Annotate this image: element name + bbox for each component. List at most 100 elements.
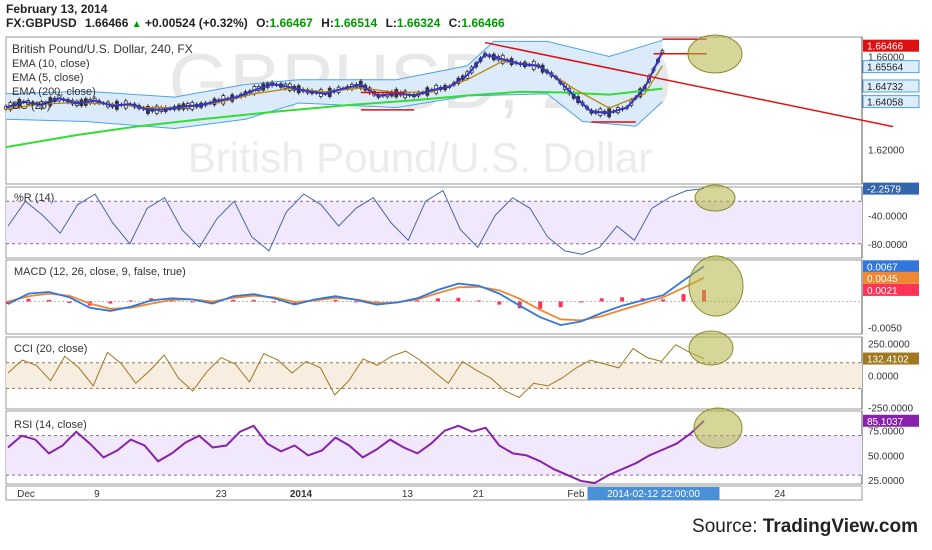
trendline-0 bbox=[484, 41, 894, 128]
close-value: 1.66466 bbox=[461, 16, 505, 30]
macd-hist-bar bbox=[620, 297, 625, 302]
y-tick-label: 25.0000 bbox=[868, 476, 905, 487]
y-tick-label: -40.0000 bbox=[868, 211, 908, 222]
symbol: FX:GBPUSD bbox=[6, 16, 77, 30]
highlight-ellipse-4 bbox=[693, 407, 743, 449]
y-tick-label: -0.0050 bbox=[868, 324, 902, 335]
highlight-ellipse-2 bbox=[688, 255, 744, 317]
chart-date: February 13, 2014 bbox=[6, 2, 108, 16]
macd-last-label: 0.0067 bbox=[867, 262, 898, 273]
macd-hist-bar bbox=[46, 299, 51, 302]
signal-last-label: 0.0045 bbox=[867, 274, 898, 285]
macd-hist-bar bbox=[128, 300, 133, 302]
y-tick-label: 1.62000 bbox=[868, 145, 905, 156]
macd-hist-bar bbox=[67, 301, 72, 304]
last-price: 1.66466 bbox=[85, 16, 129, 30]
price-label-box bbox=[863, 39, 919, 52]
rsi-line bbox=[7, 420, 705, 485]
macd-hist-bar bbox=[497, 301, 502, 305]
macd-hist-bar bbox=[354, 301, 358, 303]
cci-line bbox=[7, 344, 705, 398]
highlight-ellipse-1 bbox=[694, 184, 736, 212]
band-fill-wr bbox=[6, 201, 862, 244]
macd-hist-bar bbox=[26, 298, 31, 302]
macd-hist-bar bbox=[272, 301, 277, 303]
macd-hist-bar bbox=[558, 301, 563, 308]
y-tick-label: 1.66000 bbox=[868, 53, 905, 64]
macd-hist-bar bbox=[108, 301, 113, 304]
macd-hist-bar bbox=[661, 299, 666, 302]
x-tick-label: Dec bbox=[17, 489, 35, 500]
macd-hist-bar bbox=[415, 300, 420, 302]
y-tick-label: -250.0000 bbox=[868, 404, 913, 415]
macd-hist-bar bbox=[190, 301, 195, 303]
crosshair-label: 2014-02-12 22:00:00 bbox=[607, 489, 700, 500]
x-tick-label: 23 bbox=[216, 489, 228, 500]
price-label-box bbox=[862, 60, 920, 74]
cci-last-label: 132.4102 bbox=[867, 355, 909, 366]
hist-last-label: 0.0021 bbox=[867, 286, 898, 297]
ema5-line bbox=[5, 51, 664, 114]
x-tick-label: 24 bbox=[774, 489, 786, 500]
macd-hist-bar bbox=[599, 298, 604, 302]
low-value: 1.66324 bbox=[396, 16, 441, 30]
legend-entry: DC (20) bbox=[12, 100, 51, 112]
x-tick-label: 2014 bbox=[290, 489, 313, 500]
macd-hist-bar bbox=[6, 301, 10, 305]
watermark-name: British Pound/U.S. Dollar bbox=[188, 134, 653, 181]
high-label: H: bbox=[321, 16, 334, 30]
macd-hist-bar bbox=[456, 297, 461, 302]
rsi-last-label: 85.1037 bbox=[867, 417, 904, 428]
donchian-upper bbox=[5, 39, 663, 98]
legend-entry: EMA (5, close) bbox=[12, 72, 84, 84]
wr-last-label: -2.2579 bbox=[867, 185, 901, 196]
cci-title: CCI (20, close) bbox=[14, 343, 87, 355]
legend-entry: EMA (200, close) bbox=[12, 86, 96, 98]
rsi-last-label-box bbox=[863, 414, 919, 427]
price-label: 1.64058 bbox=[867, 98, 904, 109]
open-label: O: bbox=[256, 16, 270, 30]
up-arrow-icon: ▲ bbox=[131, 19, 142, 30]
macd-hist-bar bbox=[538, 301, 543, 309]
close-label: C: bbox=[448, 16, 462, 30]
crosshair-label-box bbox=[587, 487, 720, 500]
quote-line: FX:GBPUSD 1.66466 ▲ +0.00524 (+0.32%) O:… bbox=[6, 16, 505, 30]
highlight-ellipse-0 bbox=[687, 34, 743, 74]
x-tick-label: 9 bbox=[94, 489, 100, 500]
price-label: 1.65564 bbox=[867, 63, 904, 74]
macd-hist-bar bbox=[579, 301, 584, 303]
time-axis bbox=[5, 485, 863, 501]
source-site: TradingView.com bbox=[762, 516, 918, 537]
x-tick-label: 13 bbox=[402, 489, 414, 500]
y-tick-label: 50.0000 bbox=[868, 451, 905, 462]
legend-entry: EMA (10, close) bbox=[12, 58, 90, 70]
y-tick-label: 0.0000 bbox=[868, 372, 899, 383]
cci-last-label-box bbox=[863, 352, 919, 365]
high-value: 1.66514 bbox=[333, 16, 378, 30]
macd-hist-bar bbox=[231, 299, 236, 302]
x-tick-label: 21 bbox=[473, 489, 485, 500]
macd-hist-bar bbox=[333, 299, 338, 302]
x-tick-label: Feb bbox=[567, 489, 585, 500]
price-label: 1.66466 bbox=[867, 42, 904, 53]
price-title: British Pound/U.S. Dollar, 240, FX bbox=[12, 42, 193, 56]
price-label: 1.64732 bbox=[867, 82, 904, 93]
wr-title: %R (14) bbox=[14, 192, 54, 204]
price-change: +0.00524 (+0.32%) bbox=[145, 16, 248, 30]
macd-line bbox=[7, 265, 705, 327]
signal-last-label-box bbox=[863, 271, 919, 284]
wr-line bbox=[7, 188, 705, 255]
price-label-box bbox=[862, 79, 920, 93]
chart-canvas[interactable]: GBPUSD, 240British Pound/U.S. Dollar Bri… bbox=[0, 0, 932, 510]
macd-hist-bar bbox=[435, 298, 440, 302]
y-tick-label: 250.0000 bbox=[868, 339, 910, 350]
y-tick-label: -80.0000 bbox=[868, 240, 908, 251]
source-credit: Source: TradingView.com bbox=[692, 516, 918, 538]
source-label: Source: bbox=[692, 516, 758, 537]
macd-title: MACD (12, 26, close, 9, false, true) bbox=[14, 266, 186, 278]
highlight-ellipse-3 bbox=[688, 330, 734, 366]
hist-last-label-box bbox=[863, 283, 919, 296]
macd-last-label-box bbox=[863, 260, 919, 273]
wr-last-label-box bbox=[863, 182, 919, 195]
macd-hist-bar bbox=[210, 301, 215, 304]
